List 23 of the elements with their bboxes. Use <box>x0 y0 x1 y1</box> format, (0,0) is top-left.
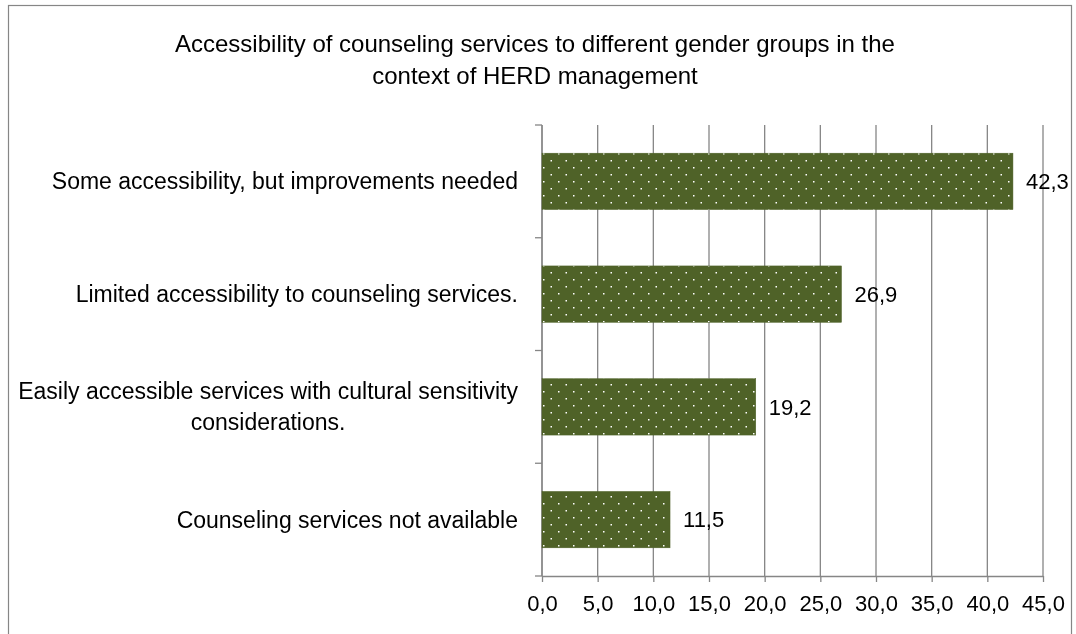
x-tick-label: 5,0 <box>582 590 614 616</box>
data-label: 11,5 <box>683 507 725 533</box>
x-tick-label: 15,0 <box>688 590 731 616</box>
x-tick-label: 20,0 <box>743 590 787 616</box>
y-tick-label: Counseling services not available <box>176 506 518 533</box>
x-tick-label: 30,0 <box>855 590 898 616</box>
data-label: 19,2 <box>768 394 812 420</box>
bar <box>541 265 842 323</box>
bar <box>541 491 671 549</box>
bar <box>541 378 757 436</box>
x-tick-label: 45,0 <box>1022 590 1065 616</box>
data-label: 42,3 <box>1025 169 1069 195</box>
bar <box>541 152 1014 210</box>
y-tick-label: Limited accessibility to counseling services. <box>75 281 518 308</box>
x-tick-label: 10,0 <box>632 590 676 616</box>
y-tick-label: Some accessibility, but improvements needed <box>51 168 518 195</box>
y-tick-label: Easily accessible services with cultural sensitivity considerations. <box>18 378 519 436</box>
data-label: 26,9 <box>854 281 898 307</box>
x-tick-label: 25,0 <box>799 590 843 616</box>
x-tick-label: 40,0 <box>966 590 1010 616</box>
chart-title: Accessibility of counseling services to different gender groups in the context of HERD management <box>175 30 895 89</box>
x-tick-label: 35,0 <box>910 590 954 616</box>
x-tick-label: 0,0 <box>527 590 558 616</box>
